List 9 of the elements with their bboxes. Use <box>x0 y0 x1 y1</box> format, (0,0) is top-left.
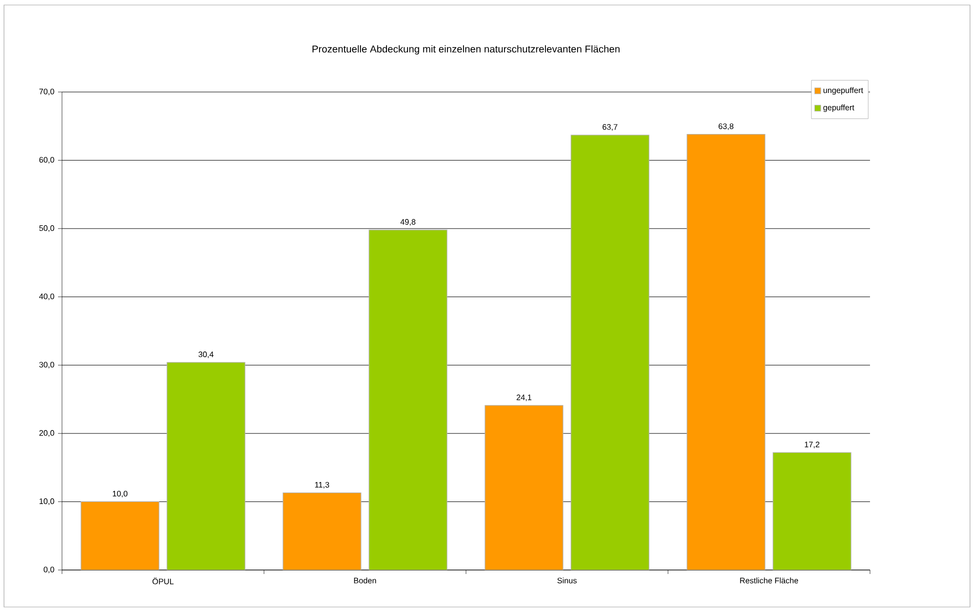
chart-title: Prozentuelle Abdeckung mit einzelnen naturschutzrelevanten Flächen <box>312 45 620 54</box>
bar <box>772 452 852 570</box>
bar <box>571 135 650 570</box>
bar <box>80 501 160 570</box>
bar <box>282 492 362 570</box>
bar <box>166 362 246 570</box>
bar <box>485 405 564 570</box>
bar <box>686 134 766 570</box>
bar <box>368 230 448 570</box>
